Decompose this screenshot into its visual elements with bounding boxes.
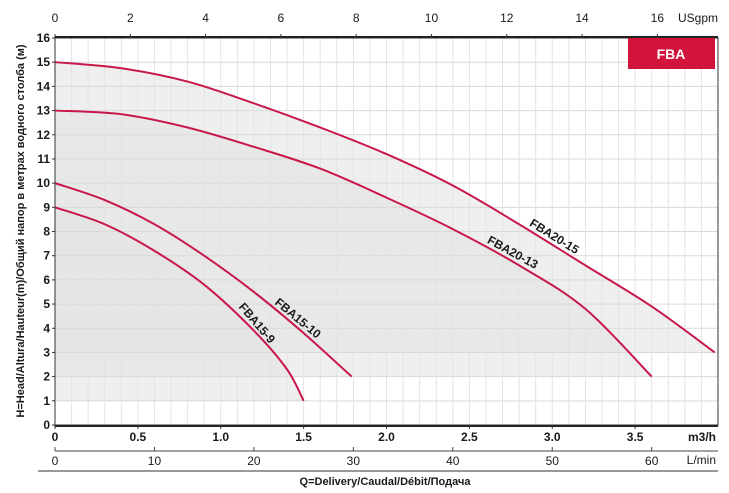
y-tick-label: 3 <box>43 345 50 359</box>
lmin-tick-label: 20 <box>247 454 261 468</box>
y-tick-label: 4 <box>43 321 50 335</box>
y-tick-label: 5 <box>43 297 50 311</box>
y-tick-label: 0 <box>43 418 50 432</box>
y-tick-label: 10 <box>37 176 51 190</box>
m3h-tick-label: 0 <box>52 430 59 444</box>
usgpm-tick-label: 10 <box>425 11 439 25</box>
y-tick-label: 14 <box>37 79 51 93</box>
y-tick-label: 9 <box>43 200 50 214</box>
y-tick-label: 12 <box>37 128 51 142</box>
curve-fba20-15 <box>54 61 716 354</box>
lmin-tick-label: 50 <box>546 454 560 468</box>
usgpm-tick-label: 0 <box>52 11 59 25</box>
y-tick-label: 6 <box>43 273 50 287</box>
curve-fba15-9 <box>54 206 305 402</box>
usgpm-tick-label: 16 <box>651 11 665 25</box>
usgpm-tick-label: 2 <box>127 11 134 25</box>
m3h-tick-label: 3.5 <box>627 430 644 444</box>
usgpm-tick-label: 4 <box>202 11 209 25</box>
usgpm-tick-label: 6 <box>278 11 285 25</box>
grid-lines <box>54 37 719 426</box>
y-tick-label: 13 <box>37 104 51 118</box>
y-tick-label: 1 <box>43 394 50 408</box>
badge-label: FBA <box>657 46 686 62</box>
m3h-tick-label: 2.5 <box>461 430 478 444</box>
y-tick-label: 7 <box>43 249 50 263</box>
y-tick-label: 8 <box>43 225 50 239</box>
usgpm-tick-label: 14 <box>575 11 589 25</box>
top-axis-ticks: 0 2 4 6 8 10 12 14 16 <box>52 11 665 38</box>
m3h-tick-label: 1.5 <box>295 430 312 444</box>
y-tick-label: 2 <box>43 370 50 384</box>
usgpm-tick-label: 8 <box>353 11 360 25</box>
usgpm-tick-label: 12 <box>500 11 514 25</box>
lmin-tick-label: 60 <box>645 454 659 468</box>
m3h-tick-label: 1.0 <box>212 430 229 444</box>
m3h-tick-label: 2.0 <box>378 430 395 444</box>
curve-fba15-10 <box>54 182 353 378</box>
y-tick-label: 16 <box>37 31 51 45</box>
curve-fba20-13 <box>54 109 653 378</box>
m3h-tick-label: 0.5 <box>130 430 147 444</box>
badge-background <box>628 38 715 69</box>
bottom-axis-lmin-ticks: 0 10 20 30 40 50 60 <box>52 447 659 468</box>
lmin-tick-label: 40 <box>446 454 460 468</box>
lmin-tick-label: 10 <box>148 454 162 468</box>
badge: FBA <box>628 38 715 69</box>
x-axis-title: Q=Delivery/Caudal/Débit/Подача <box>300 476 472 488</box>
bottom-axis-m3h-unit: m3/h <box>688 430 716 444</box>
bottom-axis-m3h-ticks: 0 0.5 1.0 1.5 2.0 2.5 3.0 3.5 <box>52 425 644 444</box>
performance-curves <box>54 61 716 402</box>
lmin-tick-label: 30 <box>347 454 361 468</box>
bottom-axis-lmin-unit: L/min <box>687 453 716 467</box>
m3h-tick-label: 3.0 <box>544 430 561 444</box>
lmin-tick-label: 0 <box>52 454 59 468</box>
top-axis-unit: USgpm <box>678 11 718 25</box>
y-tick-label: 15 <box>37 55 51 69</box>
y-tick-label: 11 <box>37 152 50 166</box>
y-axis-title: H=Head/Altura/Hauteur(m)/Общий напор в м… <box>15 44 27 417</box>
